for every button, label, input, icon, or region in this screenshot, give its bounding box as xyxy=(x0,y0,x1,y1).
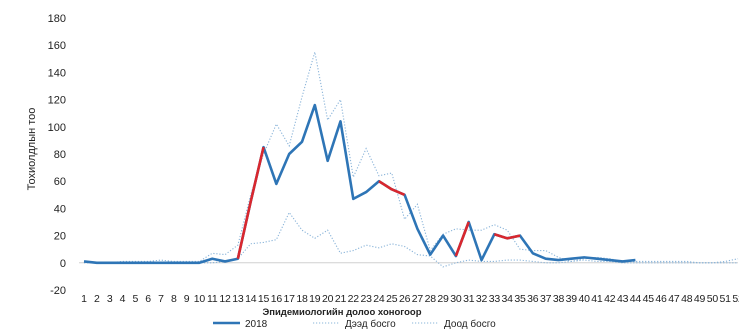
x-tick-label: 38 xyxy=(553,293,565,305)
series-highlight-segment xyxy=(236,146,265,260)
x-tick-label: 43 xyxy=(617,293,629,305)
series-line-threshold xyxy=(84,211,738,268)
x-tick-label: 45 xyxy=(643,293,655,305)
x-tick-label: 24 xyxy=(373,293,385,305)
x-tick-label: 16 xyxy=(271,293,283,305)
y-tick-label: 120 xyxy=(48,95,66,107)
x-tick-label: 34 xyxy=(502,293,514,305)
y-tick-label: 160 xyxy=(48,40,66,52)
x-tick-label: 19 xyxy=(309,293,321,305)
y-axis-title: Тохиолдлын тоо xyxy=(26,108,38,191)
x-tick-label: 26 xyxy=(399,293,411,305)
x-tick-label: 17 xyxy=(284,293,296,305)
x-tick-label: 51 xyxy=(720,293,732,305)
x-tick-label: 33 xyxy=(489,293,501,305)
x-tick-label: 20 xyxy=(322,293,334,305)
x-tick-label: 11 xyxy=(207,293,218,305)
x-axis-title: Эпидемиологийн долоо хоногоор xyxy=(262,307,421,318)
x-tick-label: 42 xyxy=(604,293,616,305)
x-tick-label: 12 xyxy=(219,293,231,305)
x-tick-label: 18 xyxy=(296,293,308,305)
x-tick-label: 6 xyxy=(145,293,151,305)
x-tick-label: 49 xyxy=(694,293,706,305)
x-tick-label: 14 xyxy=(245,293,257,305)
x-tick-label: 10 xyxy=(194,293,206,305)
y-tick-label: 20 xyxy=(54,231,66,243)
y-tick-label: 60 xyxy=(54,176,66,188)
y-tick-label: 40 xyxy=(54,203,66,215)
x-tick-label: 32 xyxy=(476,293,488,305)
series-line-2018 xyxy=(83,103,636,265)
x-tick-label: 9 xyxy=(184,293,190,305)
x-tick-label: 44 xyxy=(630,293,642,305)
x-tick-label: 41 xyxy=(591,293,603,305)
x-tick-label: 31 xyxy=(463,293,475,305)
x-tick-label: 23 xyxy=(360,293,372,305)
x-tick-label: 35 xyxy=(514,293,526,305)
x-tick-label: 21 xyxy=(335,293,347,305)
x-tick-label: 46 xyxy=(655,293,667,305)
x-tick-label: 7 xyxy=(158,293,164,305)
x-tick-label: 39 xyxy=(566,293,578,305)
legend-label: Доод босго xyxy=(444,318,496,330)
x-tick-label: 27 xyxy=(412,293,424,305)
y-tick-label: -20 xyxy=(50,285,66,297)
x-tick-label: 36 xyxy=(527,293,539,305)
x-tick-label: 28 xyxy=(425,293,437,305)
y-tick-label: 140 xyxy=(48,67,66,79)
x-tick-label: 37 xyxy=(540,293,552,305)
x-tick-label: 50 xyxy=(707,293,719,305)
x-tick-label: 25 xyxy=(386,293,398,305)
y-tick-label: 100 xyxy=(48,122,66,134)
x-tick-label: 5 xyxy=(132,293,138,305)
x-tick-label: 40 xyxy=(578,293,590,305)
x-tick-label: 4 xyxy=(120,293,126,305)
x-tick-label: 8 xyxy=(171,293,177,305)
series-highlight-segment xyxy=(454,221,470,257)
x-tick-label: 3 xyxy=(107,293,113,305)
y-tick-label: 0 xyxy=(60,258,66,270)
legend-label: 2018 xyxy=(245,319,268,330)
legend-label: Дээд босго xyxy=(345,318,396,330)
x-tick-label: 2 xyxy=(94,293,100,305)
x-tick-label: 22 xyxy=(348,293,360,305)
x-tick-label: 15 xyxy=(258,293,270,305)
series-highlight-segment xyxy=(378,180,406,196)
x-tick-label: 1 xyxy=(81,293,87,305)
x-tick-label: 30 xyxy=(450,293,462,305)
y-tick-label: 80 xyxy=(54,149,66,161)
x-tick-label: 13 xyxy=(232,293,244,305)
x-tick-label: 47 xyxy=(668,293,680,305)
series-line-threshold xyxy=(83,51,739,264)
y-tick-label: 180 xyxy=(48,13,66,25)
series-highlight-segment xyxy=(493,233,521,240)
x-tick-label: 29 xyxy=(437,293,449,305)
x-tick-label: 48 xyxy=(681,293,693,305)
x-tick-label: 52 xyxy=(732,293,739,305)
